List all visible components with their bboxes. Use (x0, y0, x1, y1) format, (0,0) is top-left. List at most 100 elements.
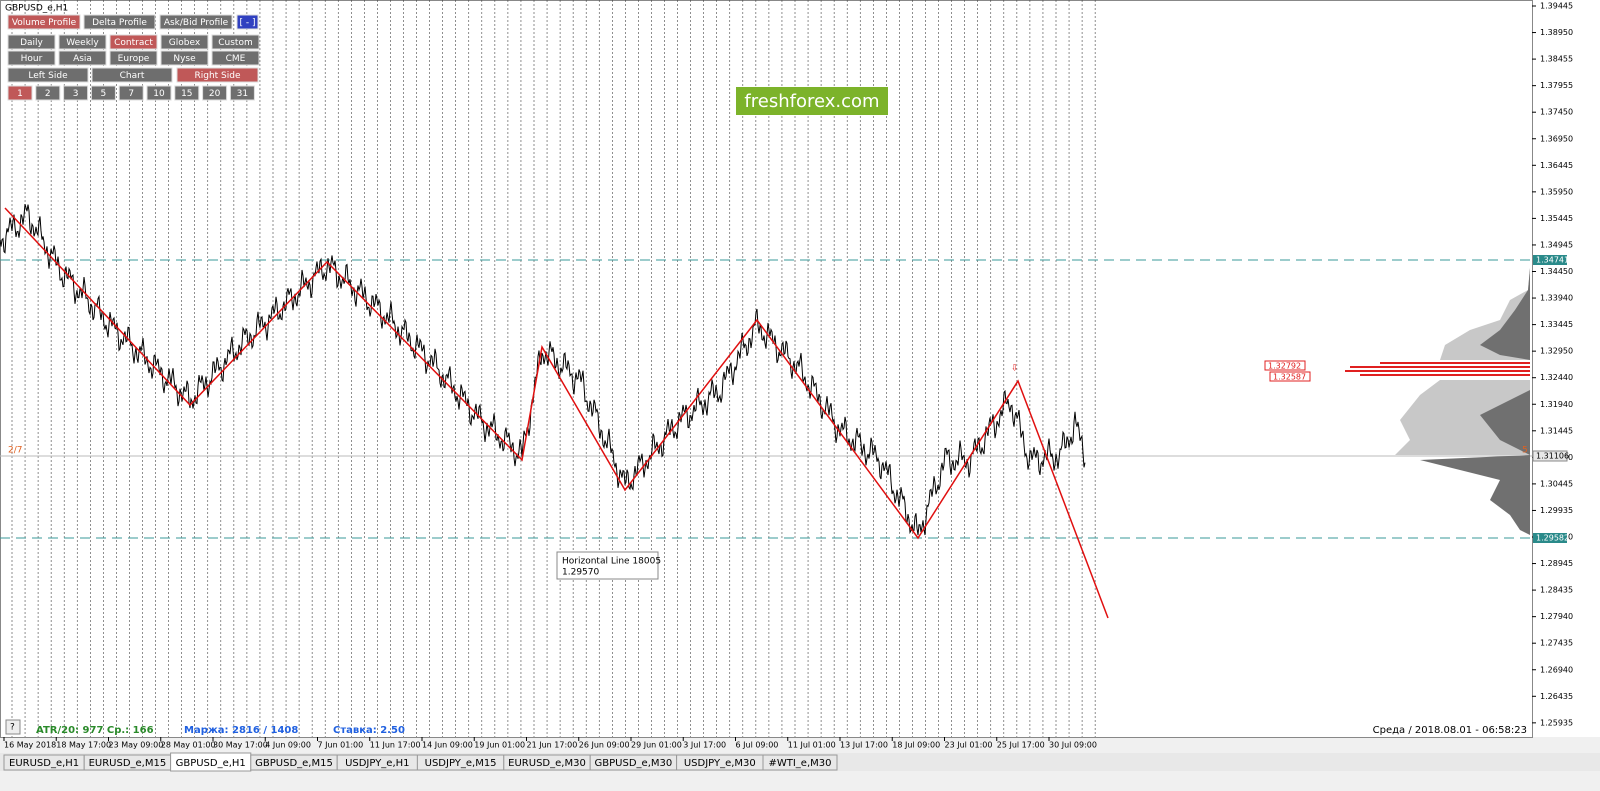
button-label[interactable]: Left Side (28, 71, 68, 81)
button-bg[interactable] (146, 85, 172, 101)
tab-label[interactable]: #WTI_e,M30 (768, 758, 831, 769)
button-bg[interactable] (58, 50, 107, 66)
toolbar-button[interactable]: 20 (202, 85, 228, 101)
price-label: 1.27940 (1540, 612, 1573, 621)
volume-profile-dark (1480, 268, 1530, 455)
toolbar-button[interactable]: Hour (7, 50, 56, 66)
tab-label[interactable]: EURUSD_e,M15 (89, 758, 167, 769)
button-label[interactable]: Nyse (173, 54, 196, 64)
button-bg[interactable] (176, 67, 259, 83)
toolbar-button[interactable]: 31 (229, 85, 255, 101)
toolbar-button[interactable]: Custom (211, 34, 260, 50)
button-label[interactable]: Asia (73, 54, 92, 64)
toolbar-button[interactable]: Volume Profile (7, 14, 81, 30)
toolbar-button[interactable]: Left Side (7, 67, 89, 83)
toolbar-button[interactable]: 1 (7, 85, 33, 101)
time-label: 18 May 17:00 (56, 741, 111, 750)
button-bg[interactable] (58, 34, 107, 50)
tab-label[interactable]: GBPUSD_e,M15 (255, 758, 333, 769)
button-label[interactable]: [ - ] (240, 18, 256, 28)
time-label: 4 Jun 09:00 (265, 741, 311, 750)
button-label[interactable]: Hour (21, 54, 43, 64)
toolbar-button[interactable]: Delta Profile (83, 14, 156, 30)
button-bg[interactable] (109, 50, 158, 66)
toolbar-button[interactable]: Chart (91, 67, 173, 83)
button-label[interactable]: 15 (181, 89, 192, 99)
button-label[interactable]: 10 (153, 89, 165, 99)
toolbar-button[interactable]: 2 (35, 85, 61, 101)
button-bg[interactable] (90, 85, 116, 101)
button-label[interactable]: Delta Profile (92, 18, 147, 28)
button-label[interactable]: Custom (218, 38, 252, 48)
button-bg[interactable] (211, 34, 260, 50)
button-label[interactable]: 31 (237, 89, 248, 99)
button-bg[interactable] (7, 34, 56, 50)
button-label[interactable]: Volume Profile (12, 18, 77, 28)
toolbar-button[interactable]: Right Side (176, 67, 259, 83)
button-label[interactable]: 3 (73, 89, 79, 99)
button-label[interactable]: CME (226, 54, 246, 64)
button-bg[interactable] (229, 85, 255, 101)
button-label[interactable]: 1 (17, 89, 23, 99)
tab-label[interactable]: EURUSD_e,M30 (508, 758, 586, 769)
button-label[interactable]: Ask/Bid Profile (164, 18, 229, 28)
tab-label[interactable]: USDJPY_e,M15 (425, 758, 497, 769)
tab-label[interactable]: USDJPY_e,M30 (684, 758, 756, 769)
button-label[interactable]: Europe (118, 54, 150, 64)
help-button[interactable] (5, 719, 21, 735)
tab-label[interactable]: USDJPY_e,H1 (345, 758, 409, 769)
button-bg[interactable] (160, 50, 209, 66)
button-label[interactable]: Globex (169, 38, 201, 48)
button-bg[interactable] (109, 34, 158, 50)
toolbar-button[interactable]: 10 (146, 85, 172, 101)
toolbar-button[interactable]: Daily (7, 34, 56, 50)
help[interactable]: ? (10, 723, 15, 733)
tooltip-title: Horizontal Line 18005 (562, 557, 661, 567)
button-bg[interactable] (83, 14, 156, 30)
toolbar-button[interactable]: [ - ] (236, 14, 259, 30)
toolbar-button[interactable]: 7 (118, 85, 144, 101)
margin: Маржа: 2816 / 1408 (184, 725, 298, 736)
button-bg[interactable] (174, 85, 200, 101)
toolbar-button[interactable]: Nyse (160, 50, 209, 66)
button-bg[interactable] (160, 34, 209, 50)
price-label: 1.28945 (1540, 559, 1573, 568)
tab-label[interactable]: GBPUSD_e,M30 (595, 758, 673, 769)
button-bg[interactable] (118, 85, 144, 101)
tab-label[interactable]: GBPUSD_e,H1 (176, 758, 246, 769)
toolbar-button[interactable]: CME (211, 50, 260, 66)
price-label: 1.32950 (1540, 347, 1573, 356)
button-label[interactable]: Weekly (66, 38, 99, 48)
button-label[interactable]: Right Side (194, 71, 240, 81)
tab[interactable] (762, 754, 838, 771)
toolbar-button[interactable]: Europe (109, 50, 158, 66)
button-bg[interactable] (35, 85, 61, 101)
button-bg[interactable] (63, 85, 89, 101)
button-bg[interactable] (211, 50, 260, 66)
toolbar-button[interactable]: Weekly (58, 34, 107, 50)
button-label[interactable]: 5 (101, 89, 107, 99)
button-bg[interactable] (7, 50, 56, 66)
button-label[interactable]: 20 (209, 89, 221, 99)
button-label[interactable]: Contract (114, 38, 153, 48)
toolbar-button[interactable]: 3 (63, 85, 89, 101)
button-label[interactable]: Chart (120, 71, 145, 81)
button-bg[interactable] (91, 67, 173, 83)
toolbar-button[interactable]: 15 (174, 85, 200, 101)
price-label: 1.31445 (1540, 426, 1573, 435)
button-bg[interactable] (7, 85, 33, 101)
button-label[interactable]: 2 (45, 89, 51, 99)
button-bg[interactable] (7, 14, 81, 30)
tab-label[interactable]: EURUSD_e,H1 (9, 758, 79, 769)
toolbar-button[interactable]: Asia (58, 50, 107, 66)
toolbar-button[interactable]: Ask/Bid Profile (159, 14, 233, 30)
button-bg[interactable] (7, 67, 89, 83)
button-label[interactable]: Daily (20, 38, 43, 48)
toolbar-button[interactable]: Contract (109, 34, 158, 50)
button-bg[interactable] (202, 85, 228, 101)
toolbar-button[interactable]: 5 (90, 85, 116, 101)
button-label[interactable]: 7 (128, 89, 134, 99)
button-bg[interactable] (236, 14, 259, 30)
toolbar-button[interactable]: Globex (160, 34, 209, 50)
button-bg[interactable] (159, 14, 233, 30)
